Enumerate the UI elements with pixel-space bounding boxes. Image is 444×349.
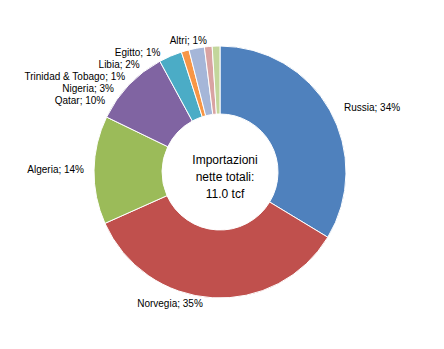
svg-text:nette totali:: nette totali: (196, 170, 255, 184)
svg-text:Qatar; 10%: Qatar; 10% (55, 95, 106, 106)
svg-text:11.0 tcf: 11.0 tcf (206, 187, 245, 201)
svg-text:Norvegia; 35%: Norvegia; 35% (137, 298, 203, 309)
svg-text:Importazioni: Importazioni (192, 153, 257, 167)
svg-text:Egitto; 1%: Egitto; 1% (115, 47, 161, 58)
svg-text:Altri; 1%: Altri; 1% (170, 35, 207, 46)
svg-text:Libia; 2%: Libia; 2% (99, 59, 140, 70)
svg-text:Nigeria; 3%: Nigeria; 3% (62, 83, 114, 94)
svg-text:Trinidad & Tobago; 1%: Trinidad & Tobago; 1% (25, 71, 126, 82)
svg-text:Algeria; 14%: Algeria; 14% (27, 164, 84, 175)
svg-text:Russia; 34%: Russia; 34% (344, 102, 400, 113)
